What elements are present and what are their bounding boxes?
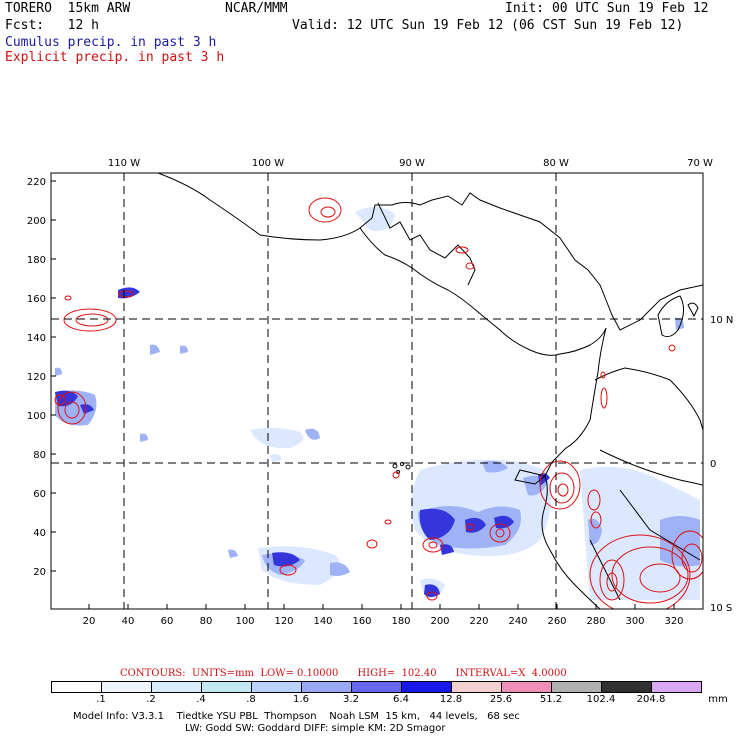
x-tick-label: 20	[83, 616, 96, 627]
legend-swatch	[451, 681, 502, 693]
cumulus-field-label: Cumulus precip. in past 3 h	[5, 35, 217, 50]
y-tick-label: 100	[27, 411, 46, 422]
galapagos-islands	[392, 461, 411, 474]
x-tick-label: 60	[161, 616, 174, 627]
longitude-labels: 110 W 100 W 90 W 80 W 70 W	[108, 158, 713, 169]
y-tick-label: 120	[27, 372, 46, 383]
longitude-label: 80 W	[543, 158, 569, 169]
x-tick-label: 220	[469, 616, 488, 627]
explicit-field-label: Explicit precip. in past 3 h	[5, 50, 225, 65]
org-label: NCAR/MMM	[225, 1, 288, 16]
legend-value: 3.2	[343, 694, 359, 705]
y-tick-label: 180	[27, 255, 46, 266]
x-tick-label: 120	[274, 616, 293, 627]
longitude-label: 110 W	[108, 158, 140, 169]
legend-swatch	[601, 681, 652, 693]
x-tick-labels: 20 40 60 80 100 120 140 160 180 200 220 …	[83, 616, 684, 627]
longitude-label: 100 W	[252, 158, 284, 169]
x-tick-label: 240	[508, 616, 527, 627]
legend-value: .2	[146, 694, 156, 705]
legend-swatch	[201, 681, 252, 693]
contour-info: CONTOURS: UNITS=mm LOW= 0.10000 HIGH= 10…	[120, 668, 567, 679]
x-tick-label: 140	[313, 616, 332, 627]
init-time: Init: 00 UTC Sun 19 Feb 12	[505, 1, 709, 16]
legend-swatch	[351, 681, 402, 693]
model-title: TORERO 15km ARW	[5, 1, 131, 16]
legend-swatch	[51, 681, 102, 693]
y-tick-label: 140	[27, 333, 46, 344]
x-tick-label: 100	[235, 616, 254, 627]
legend-swatch	[151, 681, 202, 693]
y-tick-label: 40	[33, 528, 46, 539]
x-tick-label: 160	[352, 616, 371, 627]
x-tick-label: 260	[547, 616, 566, 627]
legend-swatch	[651, 681, 702, 693]
legend-swatch	[401, 681, 452, 693]
forecast-hour: Fcst: 12 h	[5, 18, 99, 33]
legend-value: .8	[246, 694, 256, 705]
latitude-label: 10 S	[710, 603, 732, 614]
legend-unit: mm	[708, 694, 728, 705]
precip-layer	[55, 206, 700, 600]
x-tick-label: 280	[586, 616, 605, 627]
y-tick-label: 200	[27, 216, 46, 227]
legend-swatch	[501, 681, 552, 693]
legend-value: 12.8	[439, 694, 463, 705]
y-tick-label: 60	[33, 489, 46, 500]
y-tick-label: 20	[33, 567, 46, 578]
valid-time: Valid: 12 UTC Sun 19 Feb 12 (06 CST Sun …	[292, 18, 684, 33]
x-tick-label: 180	[391, 616, 410, 627]
model-info-line1: Model Info: V3.3.1 Tiedtke YSU PBL Thomp…	[73, 711, 520, 722]
axis-ticks	[51, 180, 675, 609]
legend-value: 204.8	[636, 694, 666, 705]
legend-value: 102.4	[586, 694, 616, 705]
legend-value: .1	[96, 694, 106, 705]
x-tick-label: 40	[122, 616, 135, 627]
legend-value: 51.2	[539, 694, 563, 705]
legend-value: 25.6	[489, 694, 513, 705]
y-tick-label: 220	[27, 177, 46, 188]
y-tick-labels: 220 200 180 160 140 120 100 80 60 40 20	[27, 177, 46, 578]
legend-value: 6.4	[393, 694, 409, 705]
explicit-precip-contours	[54, 197, 703, 609]
longitude-label: 90 W	[399, 158, 425, 169]
legend-swatch	[301, 681, 352, 693]
latitude-labels: 10 N 0 10 S	[710, 315, 733, 614]
legend-swatch	[251, 681, 302, 693]
y-tick-label: 160	[27, 294, 46, 305]
legend-value: 1.6	[293, 694, 309, 705]
longitude-label: 70 W	[687, 158, 713, 169]
model-info-line2: LW: Godd SW: Goddard DIFF: simple KM: 2D…	[185, 723, 446, 734]
coastlines	[157, 173, 703, 609]
map-frame	[50, 172, 704, 610]
x-tick-label: 200	[430, 616, 449, 627]
y-tick-label: 80	[33, 450, 46, 461]
x-tick-label: 300	[625, 616, 644, 627]
legend-swatch	[551, 681, 602, 693]
latitude-label: 0	[710, 459, 716, 470]
legend-value: .4	[196, 694, 206, 705]
graticule	[51, 173, 703, 609]
legend-swatch	[101, 681, 152, 693]
latitude-label: 10 N	[710, 315, 733, 326]
x-tick-label: 80	[200, 616, 213, 627]
x-tick-label: 320	[664, 616, 683, 627]
